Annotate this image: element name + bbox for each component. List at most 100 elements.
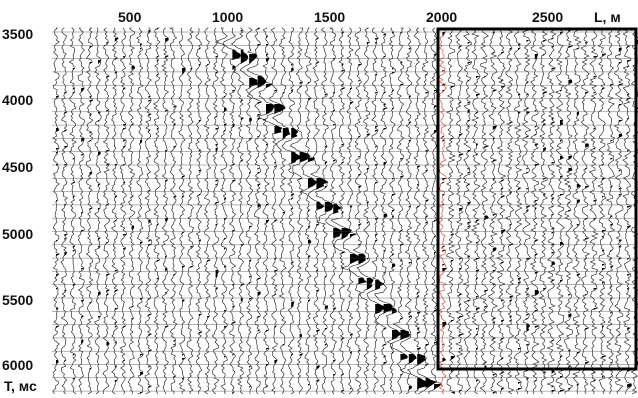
trace-fill [106, 76, 110, 78]
trace-fill [106, 290, 110, 292]
seismic-trace [406, 27, 428, 395]
trace-fill [224, 310, 227, 312]
seismic-trace [239, 27, 260, 395]
trace-fill [366, 278, 374, 290]
trace-fill [551, 252, 555, 254]
trace-fill [291, 128, 298, 138]
trace-fill [400, 32, 403, 34]
trace-fill [182, 196, 184, 198]
trace-fill [610, 312, 613, 314]
trace-fill [350, 254, 359, 264]
trace-fill [526, 168, 529, 170]
trace-fill [467, 42, 471, 44]
trace-fill [476, 296, 479, 298]
trace-fill [610, 362, 613, 364]
trace-fill [526, 352, 529, 354]
trace-fill [392, 254, 394, 256]
trace-fill [610, 298, 613, 300]
trace-fill [375, 38, 379, 40]
trace-fill [308, 240, 312, 244]
trace-fill [156, 60, 159, 62]
trace-fill [291, 198, 294, 200]
trace-fill [501, 80, 504, 82]
trace-fill [459, 134, 463, 136]
trace-fill [593, 218, 597, 220]
trace-fill [308, 384, 310, 386]
trace-fill [568, 186, 571, 188]
trace-fill [266, 84, 273, 88]
trace-fill [375, 164, 378, 166]
trace-fill [383, 92, 386, 94]
trace-fill [618, 134, 623, 138]
trace-fill [190, 68, 193, 70]
trace-fill [442, 32, 446, 36]
trace-fill [434, 220, 437, 222]
trace-fill [249, 54, 257, 64]
trace-fill [484, 306, 488, 308]
trace-fill [526, 136, 529, 138]
trace-fill [509, 296, 514, 298]
trace-fill [476, 154, 478, 156]
trace-fill [249, 226, 252, 228]
trace-fill [182, 358, 186, 360]
trace-fill [534, 208, 537, 210]
trace-fill [375, 126, 378, 128]
trace-fill [274, 326, 277, 328]
trace-fill [333, 160, 337, 162]
trace-fill [400, 84, 404, 86]
trace-fill [257, 184, 261, 186]
trace-fill [392, 330, 402, 340]
trace-fill [585, 238, 589, 240]
trace-fill [543, 372, 546, 374]
seismic-trace [203, 27, 212, 395]
trace-fill [434, 252, 436, 254]
trace-fill [64, 112, 67, 114]
trace-fill [602, 356, 606, 358]
trace-fill [341, 32, 344, 34]
trace-fill [131, 196, 134, 198]
trace-fill [114, 196, 117, 198]
trace-fill [576, 184, 581, 188]
x-tick-1000: 1000 [212, 9, 244, 25]
seismic-trace [152, 27, 161, 395]
trace-fill [509, 320, 512, 322]
trace-fill [165, 292, 167, 294]
trace-fill [476, 112, 478, 114]
y-tick-4000: 4000 [2, 92, 34, 108]
trace-fill [140, 242, 143, 244]
trace-fill [341, 64, 344, 66]
trace-fill [98, 184, 101, 186]
trace-fill [106, 164, 110, 166]
trace-fill [627, 46, 630, 48]
trace-fill [518, 282, 521, 284]
trace-fill [266, 330, 269, 332]
trace-fill [526, 188, 529, 190]
trace-fill [585, 328, 589, 330]
trace-fill [459, 268, 462, 270]
trace-fill [543, 40, 547, 42]
trace-fill [534, 204, 537, 206]
trace-fill [417, 348, 421, 350]
trace-fill [476, 278, 478, 280]
trace-fill [299, 354, 303, 356]
trace-fill [425, 74, 428, 76]
trace-fill [123, 248, 126, 250]
trace-fill [375, 92, 378, 94]
trace-fill [627, 66, 630, 68]
seismic-trace [580, 27, 591, 395]
trace-fill [543, 194, 546, 196]
seismic-trace [479, 27, 490, 395]
trace-fill [442, 140, 445, 142]
trace-fill [476, 220, 480, 222]
trace-fill [492, 318, 496, 320]
trace-fill [341, 252, 346, 254]
seismic-trace [110, 27, 119, 395]
trace-fill [467, 184, 470, 186]
trace-fill [358, 350, 361, 352]
trace-fill [81, 212, 84, 214]
trace-fill [165, 110, 168, 112]
trace-fill [509, 300, 512, 302]
trace-fill [543, 148, 546, 152]
trace-fill [240, 244, 244, 246]
trace-fill [291, 262, 294, 264]
